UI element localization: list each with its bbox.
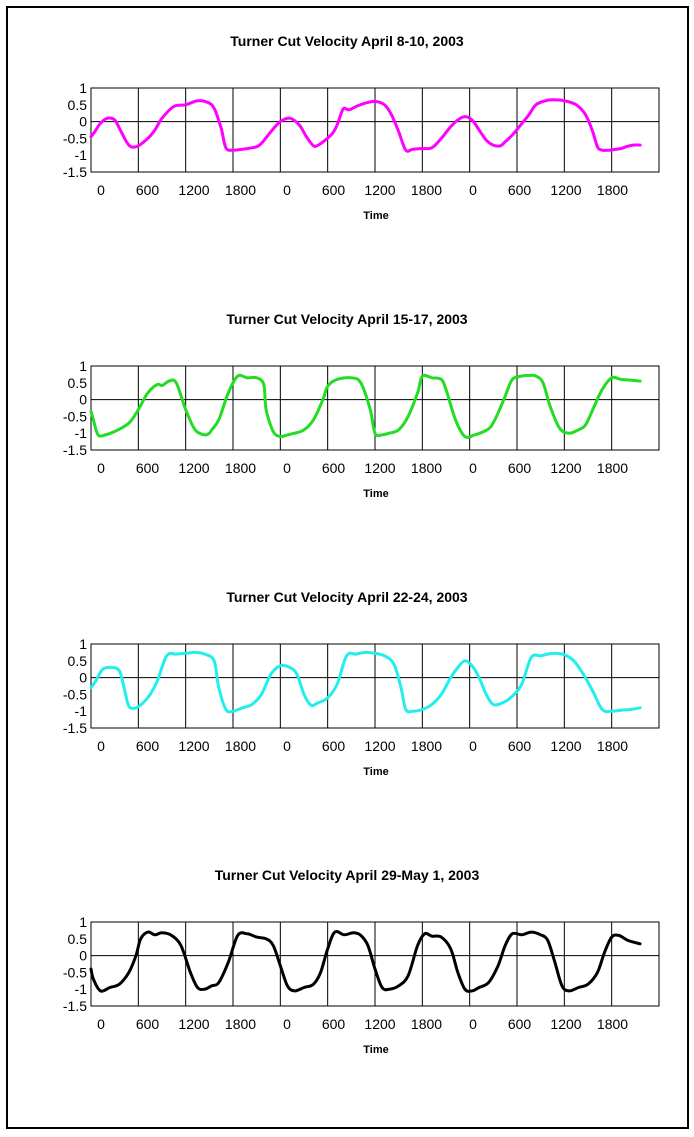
x-tick-label: 1200 bbox=[178, 1016, 209, 1032]
x-tick-label: 1800 bbox=[225, 182, 256, 198]
x-tick-label: 1800 bbox=[597, 460, 628, 476]
x-tick-label: 600 bbox=[508, 182, 532, 198]
chart-panel-2: Turner Cut Velocity April 15-17, 2003 1 0.… bbox=[0, 306, 694, 581]
x-tick-label: 1200 bbox=[364, 460, 395, 476]
x-tick-label: 1200 bbox=[364, 1016, 395, 1032]
x-tick-label: 0 bbox=[97, 738, 105, 754]
x-axis-label: Time bbox=[363, 210, 388, 222]
chart-title: Turner Cut Velocity April 8-10, 2003 bbox=[230, 33, 464, 49]
y-tick-label: -0.5 bbox=[63, 964, 87, 980]
y-tick-label: 0 bbox=[79, 670, 87, 686]
x-tick-label: 0 bbox=[97, 182, 105, 198]
x-tick-label: 600 bbox=[136, 738, 160, 754]
y-tick-label: 0 bbox=[79, 114, 87, 130]
y-tick-label: -1.5 bbox=[63, 164, 87, 180]
y-tick-label: -0.5 bbox=[63, 408, 87, 424]
y-tick-label: -0.5 bbox=[63, 130, 87, 146]
chart-title: Turner Cut Velocity April 15-17, 2003 bbox=[226, 311, 467, 327]
x-tick-label: 1800 bbox=[411, 460, 442, 476]
x-tick-label: 1800 bbox=[225, 738, 256, 754]
figure-frame bbox=[6, 6, 689, 1129]
x-axis-label: Time bbox=[363, 766, 388, 778]
x-axis-label: Time bbox=[363, 488, 388, 500]
x-tick-label: 1800 bbox=[411, 182, 442, 198]
y-tick-label: 0 bbox=[79, 948, 87, 964]
x-tick-label: 1200 bbox=[550, 1016, 581, 1032]
x-tick-label: 600 bbox=[322, 182, 346, 198]
series-line bbox=[89, 650, 642, 714]
x-tick-label: 1800 bbox=[411, 738, 442, 754]
x-tick-label: 0 bbox=[469, 460, 477, 476]
x-tick-label: 1800 bbox=[597, 1016, 628, 1032]
x-tick-label: 0 bbox=[97, 460, 105, 476]
x-tick-label: 1800 bbox=[411, 1016, 442, 1032]
x-tick-label: 0 bbox=[283, 1016, 291, 1032]
chart-panel-3: Turner Cut Velocity April 22-24, 2003 1 0.… bbox=[0, 584, 694, 859]
x-tick-label: 1200 bbox=[178, 460, 209, 476]
chart-4: Turner Cut Velocity April 29-May 1, 2003… bbox=[63, 867, 660, 1056]
y-tick-label: 1 bbox=[79, 358, 87, 374]
y-tick-label: 0.5 bbox=[68, 931, 88, 947]
x-tick-label: 1800 bbox=[225, 1016, 256, 1032]
x-tick-label: 1200 bbox=[550, 460, 581, 476]
x-tick-label: 600 bbox=[508, 460, 532, 476]
y-tick-label: -1.5 bbox=[63, 442, 87, 458]
y-tick-label: -1 bbox=[75, 147, 88, 163]
x-tick-label: 0 bbox=[97, 1016, 105, 1032]
x-tick-label: 1800 bbox=[597, 182, 628, 198]
x-tick-label: 600 bbox=[322, 1016, 346, 1032]
chart-panel-1: Turner Cut Velocity April 8-10, 2003 1 0.5… bbox=[0, 28, 694, 303]
y-tick-label: -0.5 bbox=[63, 686, 87, 702]
y-tick-label: -1 bbox=[75, 981, 88, 997]
y-tick-label: 0.5 bbox=[68, 97, 88, 113]
x-tick-label: 0 bbox=[469, 1016, 477, 1032]
y-tick-label: 0 bbox=[79, 392, 87, 408]
x-tick-label: 0 bbox=[283, 182, 291, 198]
x-tick-label: 600 bbox=[136, 460, 160, 476]
y-tick-label: -1.5 bbox=[63, 720, 87, 736]
y-tick-label: -1.5 bbox=[63, 998, 87, 1014]
x-tick-label: 1800 bbox=[225, 460, 256, 476]
y-tick-label: 1 bbox=[79, 914, 87, 930]
x-tick-label: 600 bbox=[508, 1016, 532, 1032]
x-tick-label: 1200 bbox=[550, 738, 581, 754]
x-tick-label: 600 bbox=[508, 738, 532, 754]
chart-1: Turner Cut Velocity April 8-10, 2003 10.5… bbox=[63, 33, 660, 222]
x-tick-label: 600 bbox=[136, 1016, 160, 1032]
x-tick-label: 1200 bbox=[178, 738, 209, 754]
series-line bbox=[89, 929, 642, 993]
x-tick-label: 0 bbox=[283, 460, 291, 476]
x-tick-label: 0 bbox=[469, 182, 477, 198]
y-tick-label: 0.5 bbox=[68, 653, 88, 669]
y-tick-label: 1 bbox=[79, 80, 87, 96]
x-tick-label: 1200 bbox=[364, 738, 395, 754]
x-axis-label: Time bbox=[363, 1044, 388, 1056]
x-tick-label: 1200 bbox=[364, 182, 395, 198]
x-tick-label: 1200 bbox=[550, 182, 581, 198]
chart-title: Turner Cut Velocity April 29-May 1, 2003 bbox=[215, 867, 480, 883]
x-tick-label: 1800 bbox=[597, 738, 628, 754]
x-tick-label: 1200 bbox=[178, 182, 209, 198]
series-line bbox=[89, 98, 642, 153]
chart-panel-4: Turner Cut Velocity April 29-May 1, 2003… bbox=[0, 862, 694, 1137]
chart-title: Turner Cut Velocity April 22-24, 2003 bbox=[226, 589, 467, 605]
y-tick-label: 0.5 bbox=[68, 375, 88, 391]
x-tick-label: 600 bbox=[322, 460, 346, 476]
series-line bbox=[89, 373, 642, 439]
chart-3: Turner Cut Velocity April 22-24, 2003 10.… bbox=[63, 589, 660, 778]
x-tick-label: 0 bbox=[469, 738, 477, 754]
x-tick-label: 0 bbox=[283, 738, 291, 754]
x-tick-label: 600 bbox=[322, 738, 346, 754]
y-tick-label: -1 bbox=[75, 703, 88, 719]
x-tick-label: 600 bbox=[136, 182, 160, 198]
y-tick-label: 1 bbox=[79, 636, 87, 652]
y-tick-label: -1 bbox=[75, 425, 88, 441]
chart-2: Turner Cut Velocity April 15-17, 2003 10.… bbox=[63, 311, 660, 500]
